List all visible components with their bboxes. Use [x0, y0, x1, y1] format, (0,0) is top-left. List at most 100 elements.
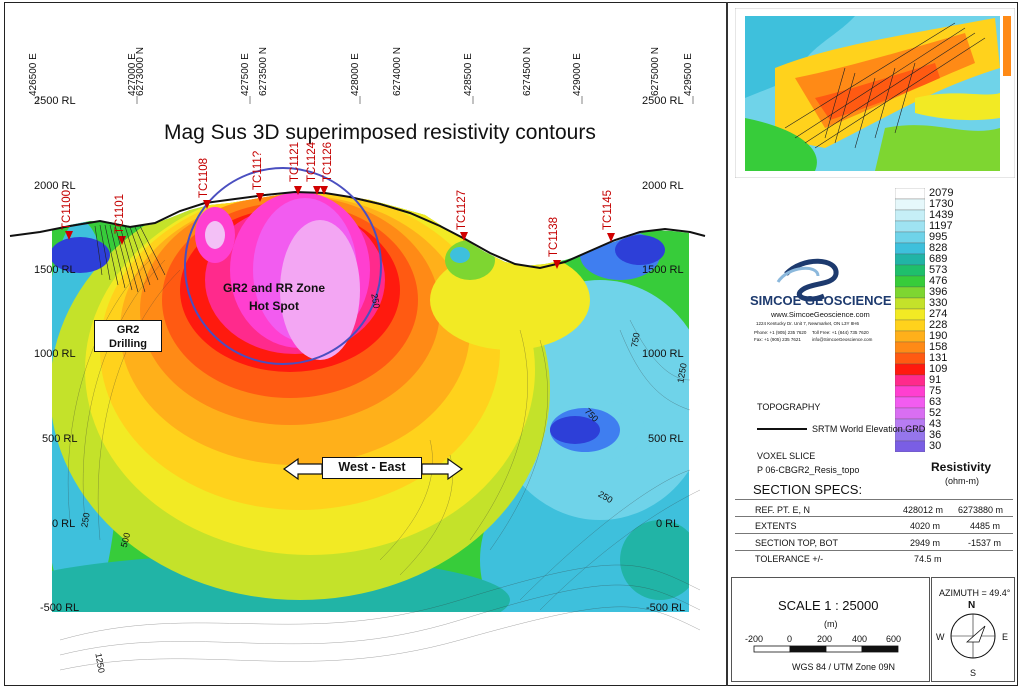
drilling-label-line1: GR2: [116, 324, 140, 336]
spec-tolerance-label: TOLERANCE +/-: [755, 554, 824, 564]
panel-divider: [726, 2, 728, 686]
legend-value: 43: [929, 418, 942, 430]
legend-value: 228: [929, 319, 948, 331]
northing-tick-4: 6275000 N: [650, 47, 661, 96]
rl-right-minus500: -500 RL: [646, 602, 686, 614]
legend-value: 75: [929, 385, 942, 397]
legend-swatch: [895, 319, 925, 332]
specs-heading: SECTION SPECS:: [753, 482, 863, 497]
company-name: SIMCOE GEOSCIENCE: [750, 293, 892, 308]
legend-value: 476: [929, 275, 948, 287]
west-east-label: West - East: [322, 457, 422, 479]
legend-value: 995: [929, 231, 948, 243]
legend-swatch: [895, 198, 925, 211]
legend-color-bar: [895, 188, 925, 452]
rl-left-1500: 1500 RL: [34, 264, 76, 276]
easting-tick-6: 429500 E: [683, 53, 694, 96]
scale-bar: [753, 645, 899, 653]
scale-label-200: 200: [817, 634, 833, 644]
scale-unit: (m): [824, 619, 838, 629]
drillhole-label-tc1100: TC1100: [61, 189, 73, 230]
legend-value: 158: [929, 341, 948, 353]
azimuth-panel: [931, 577, 1015, 682]
legend-swatch: [895, 209, 925, 222]
legend-value: 573: [929, 264, 948, 276]
easting-tick-3: 428000 E: [350, 53, 361, 96]
rl-left-2500: 2500 RL: [34, 95, 76, 107]
legend-value: 36: [929, 429, 942, 441]
drillhole-markers: [65, 186, 615, 269]
spec-ref-label: REF. PT. E, N: [755, 505, 811, 515]
legend-swatch: [895, 275, 925, 288]
specs-rule-3: [735, 550, 1013, 551]
drillhole-label-tc111: TC111?: [252, 150, 264, 190]
easting-tick-4: 428500 E: [463, 53, 474, 96]
legend-swatch: [895, 374, 925, 387]
spec-extents-label: EXTENTS: [755, 521, 797, 531]
legend-swatch: [895, 242, 925, 255]
compass-east: E: [1002, 632, 1009, 642]
easting-tick-2: 427500 E: [240, 53, 251, 96]
rl-left-500: 500 RL: [42, 433, 78, 445]
spec-top-bot-label: SECTION TOP, BOT: [755, 538, 839, 548]
voxel-heading: VOXEL SLICE: [757, 451, 816, 461]
rl-left-2000: 2000 RL: [34, 180, 76, 192]
legend-value: 274: [929, 308, 948, 320]
scale-panel: [731, 577, 930, 682]
drilling-label-line2: Drilling: [109, 338, 147, 350]
section-title: Mag Sus 3D superimposed resistivity cont…: [164, 121, 596, 144]
legend-swatch: [895, 286, 925, 299]
scale-text: SCALE 1 : 25000: [778, 598, 879, 613]
legend-value: 2079: [929, 187, 954, 199]
company-address: 1224 Kentucky Dr. Unit 7, Newmarket, ON …: [756, 321, 859, 326]
northing-tick-1: 6273500 N: [258, 47, 269, 96]
scale-label-0: 0: [787, 634, 793, 644]
west-east-arrow: [282, 457, 464, 481]
legend-value: 30: [929, 440, 942, 452]
hotspot-label: GR2 and RR Zone Hot Spot: [214, 279, 334, 315]
drillhole-label-tc1124: TC1124: [306, 141, 318, 182]
drillhole-label-tc1138: TC1138: [548, 216, 560, 257]
spec-tolerance-v1: 74.5 m: [914, 554, 942, 564]
legend-unit: (ohm-m): [945, 476, 979, 486]
spec-bot-v2: -1537 m: [968, 538, 1002, 548]
legend-value: 689: [929, 253, 948, 265]
compass-rose-icon: [950, 613, 996, 659]
company-phone: Phone: +1 (905) 235 7620: [754, 330, 807, 335]
company-web[interactable]: www.SimcoeGeoscience.com: [771, 310, 870, 319]
legend-swatch: [895, 407, 925, 420]
legend-value: 828: [929, 242, 948, 254]
legend-swatch: [895, 308, 925, 321]
legend-value: 91: [929, 374, 942, 386]
legend-swatch: [895, 220, 925, 233]
compass-west: W: [936, 632, 945, 642]
specs-rule-2: [735, 533, 1013, 534]
specs-rule-1: [735, 516, 1013, 517]
rl-right-1500: 1500 RL: [642, 264, 684, 276]
legend-swatch: [895, 352, 925, 365]
gr2-drill-traces: [94, 224, 166, 293]
hotspot-label-line2: Hot Spot: [249, 299, 299, 313]
legend-value: 330: [929, 297, 948, 309]
spec-ref-v1: 428012 m: [903, 505, 944, 515]
drillhole-label-tc1121: TC1121: [289, 141, 301, 182]
spec-extents-v1: 4020 m: [910, 521, 941, 531]
drillhole-label-tc1126: TC1126: [322, 141, 334, 182]
legend-swatch: [895, 264, 925, 277]
gr2-drilling-callout: GR2 Drilling: [94, 320, 162, 352]
legend-swatch: [895, 188, 925, 200]
legend-swatch: [895, 363, 925, 376]
legend-swatch: [895, 385, 925, 398]
compass-north: N: [968, 600, 976, 611]
northing-tick-2: 6274000 N: [392, 47, 403, 96]
company-fax: Fax: +1 (905) 235 7621: [754, 337, 801, 342]
northing-tick-0: 6273000 N: [135, 47, 146, 96]
legend-value: 1439: [929, 209, 954, 221]
legend-swatch: [895, 396, 925, 409]
rl-right-2000: 2000 RL: [642, 180, 684, 192]
rl-left-1000: 1000 RL: [34, 348, 76, 360]
map-frame: [4, 2, 1018, 686]
company-email[interactable]: info@SimcoeGeoscience.com: [812, 337, 873, 342]
drillhole-label-tc1101: TC1101: [114, 193, 126, 234]
legend-swatch: [895, 231, 925, 244]
